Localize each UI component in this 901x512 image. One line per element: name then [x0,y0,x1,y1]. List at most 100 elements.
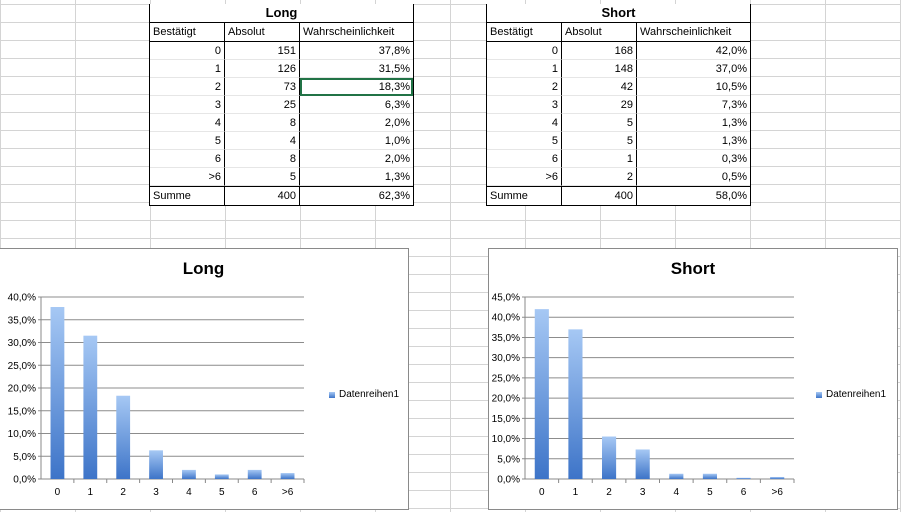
table-row: 5 5 1,3% [487,132,750,150]
bar [182,469,196,479]
x-tick-label: 6 [741,487,747,498]
y-tick-label: 45,0% [492,293,520,304]
sum-row: Summe 400 62,3% [150,186,413,206]
table-row: 4 8 2,0% [150,114,413,132]
cell-probability[interactable]: 31,5% [300,60,413,78]
short-chart[interactable]: Short 0,0% 5,0% 10,0% 15,0% 20,0% 25,0% 30,0% 3… [488,248,898,510]
cell-bestaetigt[interactable]: 0 [150,42,225,60]
x-tick-label: 3 [640,487,646,498]
x-tick-label: 0 [55,487,61,498]
cell-bestaetigt[interactable]: 1 [150,60,225,78]
cell-bestaetigt[interactable]: 4 [150,114,225,132]
y-tick-label: 15,0% [492,414,520,425]
selected-cell[interactable]: 18,3% [300,78,413,96]
header-absolut[interactable]: Absolut [562,23,637,41]
cell-probability[interactable]: 1,3% [300,168,413,186]
header-bestaetigt[interactable]: Bestätigt [150,23,225,41]
legend-swatch [816,391,822,398]
sum-label[interactable]: Summe [487,187,562,205]
y-tick-label: 25,0% [8,361,36,372]
cell-probability[interactable]: 7,3% [637,96,750,114]
cell-bestaetigt[interactable]: 2 [487,78,562,96]
y-tick-label: 40,0% [492,313,520,324]
cell-bestaetigt[interactable]: 4 [487,114,562,132]
cell-absolut[interactable]: 29 [562,96,637,114]
cell-absolut[interactable]: 1 [562,150,637,168]
bar [635,449,650,479]
cell-absolut[interactable]: 151 [225,42,300,60]
cell-probability[interactable]: 42,0% [637,42,750,60]
cell-absolut[interactable]: 148 [562,60,637,78]
cell-absolut[interactable]: 5 [562,114,637,132]
cell-bestaetigt[interactable]: 5 [487,132,562,150]
bar [214,474,229,479]
cell-probability[interactable]: 0,3% [637,150,750,168]
legend-swatch [329,391,335,398]
legend-label: Datenreihen1 [339,389,400,400]
table-row: 0 151 37,8% [150,42,413,60]
cell-absolut[interactable]: 126 [225,60,300,78]
cell-absolut[interactable]: 2 [562,168,637,186]
y-tick-label: 30,0% [8,338,36,349]
header-bestaetigt[interactable]: Bestätigt [487,23,562,41]
bar [602,436,617,479]
cell-probability[interactable]: 37,8% [300,42,413,60]
cell-bestaetigt[interactable]: 0 [487,42,562,60]
x-tick-label: 2 [120,487,126,498]
header-wahrscheinlichkeit[interactable]: Wahrscheinlichkeit [303,26,395,38]
cell-probability[interactable]: 6,3% [300,96,413,114]
cell-bestaetigt[interactable]: >6 [487,168,562,186]
bar [83,335,98,479]
x-tick-label: 1 [88,487,94,498]
long-chart[interactable]: Long 0,0% 5,0% 10,0% 15,0% 20,0% 25,0% 30,0% 35… [0,248,409,510]
cell-bestaetigt[interactable]: 2 [150,78,225,96]
cell-absolut[interactable]: 5 [225,168,300,186]
cell-probability[interactable]: 1,3% [637,132,750,150]
cell-probability[interactable]: 1,0% [300,132,413,150]
cell-absolut[interactable]: 4 [225,132,300,150]
sum-probability[interactable]: 62,3% [378,190,410,202]
cell-probability[interactable]: 10,5% [637,78,750,96]
cell-probability[interactable]: 37,0% [637,60,750,78]
header-wahrscheinlichkeit[interactable]: Wahrscheinlichkeit [640,26,732,38]
short-chart-plot: 0,0%5,0%10,0%15,0%20,0%25,0%30,0%35,0%40… [492,293,795,498]
sum-absolut[interactable]: 400 [562,187,637,205]
cell-bestaetigt[interactable]: 1 [487,60,562,78]
cell-absolut[interactable]: 5 [562,132,637,150]
x-tick-label: 0 [539,487,545,498]
bar [568,329,583,479]
cell-absolut[interactable]: 168 [562,42,637,60]
x-tick-label: 5 [707,487,713,498]
cell-bestaetigt[interactable]: 6 [150,150,225,168]
short-table: Short Bestätigt Absolut Wahrscheinlichke… [486,4,751,206]
cell-absolut[interactable]: 42 [562,78,637,96]
cell-absolut[interactable]: 73 [225,78,300,96]
cell-bestaetigt[interactable]: >6 [150,168,225,186]
cell-probability[interactable]: 2,0% [300,114,413,132]
cell-absolut[interactable]: 25 [225,96,300,114]
sum-row: Summe 400 58,0% [487,186,750,206]
y-tick-label: 0,0% [497,475,520,486]
x-tick-label: 2 [606,487,612,498]
cell-bestaetigt[interactable]: 6 [487,150,562,168]
chart-title: Short [670,259,716,278]
cell-bestaetigt[interactable]: 5 [150,132,225,150]
cell-bestaetigt[interactable]: 3 [150,96,225,114]
y-tick-label: 35,0% [8,315,36,326]
sum-absolut[interactable]: 400 [225,187,300,205]
cell-absolut[interactable]: 8 [225,114,300,132]
sum-label[interactable]: Summe [150,187,225,205]
table-row: 6 8 2,0% [150,150,413,168]
long-table-header: Bestätigt Absolut Wahrscheinlichkeit [150,23,413,42]
header-absolut[interactable]: Absolut [225,23,300,41]
cell-probability[interactable]: 2,0% [300,150,413,168]
y-tick-label: 20,0% [8,384,36,395]
cell-absolut[interactable]: 8 [225,150,300,168]
cell-probability[interactable]: 0,5% [637,168,750,186]
sum-probability[interactable]: 58,0% [715,190,747,202]
table-row: 3 29 7,3% [487,96,750,114]
cell-bestaetigt[interactable]: 3 [487,96,562,114]
cell-probability[interactable]: 1,3% [637,114,750,132]
table-row: 1 126 31,5% [150,60,413,78]
bar [736,477,751,479]
